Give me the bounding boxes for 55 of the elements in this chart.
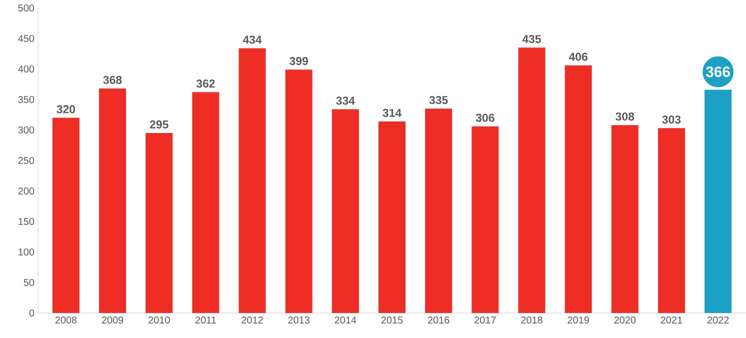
data-label: 366 [706,66,730,78]
y-tick-label: 300 [18,126,34,134]
x-tick-label: 2017 [474,316,496,324]
x-tick-label: 2014 [334,316,356,324]
bar [472,126,499,313]
y-tick-label: 250 [18,156,34,164]
y-tick-label: 100 [18,248,34,256]
data-label: 399 [290,56,308,66]
y-tick-label: 450 [18,34,34,42]
bar [425,108,452,313]
bar [658,128,685,313]
x-tick-label: 2019 [568,316,589,324]
y-tick-label: 150 [18,218,34,226]
y-tick-label: 200 [18,187,34,195]
x-tick-label: 2011 [195,316,216,324]
bar [192,92,220,313]
bar [146,133,173,313]
data-label: 406 [568,52,588,61]
x-tick-label: 2015 [381,316,403,324]
bar [518,48,546,313]
bar [238,48,266,313]
x-tick-label: 2020 [614,316,636,324]
bar [378,121,406,313]
x-tick-label: 2009 [102,316,124,324]
data-label: 303 [662,116,681,124]
bar [52,118,80,313]
y-tick-label: 350 [18,96,34,104]
data-label: 368 [103,76,122,84]
data-label: 314 [382,108,402,117]
data-label: 434 [242,36,262,44]
data-label: 335 [429,96,448,104]
x-tick-label: 2018 [521,316,542,324]
y-tick-label: 50 [24,278,34,286]
data-label: 320 [56,105,76,114]
bar [332,109,359,313]
y-tick-label: 0 [29,309,34,317]
y-tick-label: 400 [18,65,34,73]
data-label: 435 [522,35,541,44]
data-label: 334 [336,96,355,105]
bar [611,125,638,313]
x-tick-label: 2013 [288,316,310,324]
bar [564,65,592,313]
y-tick-label: 500 [18,4,34,12]
data-label: 362 [196,80,215,88]
x-tick-label: 2021 [660,316,682,324]
data-label: 295 [150,120,168,129]
data-label: 306 [476,114,494,122]
bar [99,88,126,313]
x-tick-label: 2022 [707,316,729,324]
x-tick-label: 2012 [242,316,263,324]
x-tick-label: 2016 [428,316,450,324]
x-tick-label: 2008 [55,316,77,324]
x-tick-label: 2010 [148,316,170,324]
data-label: 308 [616,112,634,121]
bar [285,70,312,313]
